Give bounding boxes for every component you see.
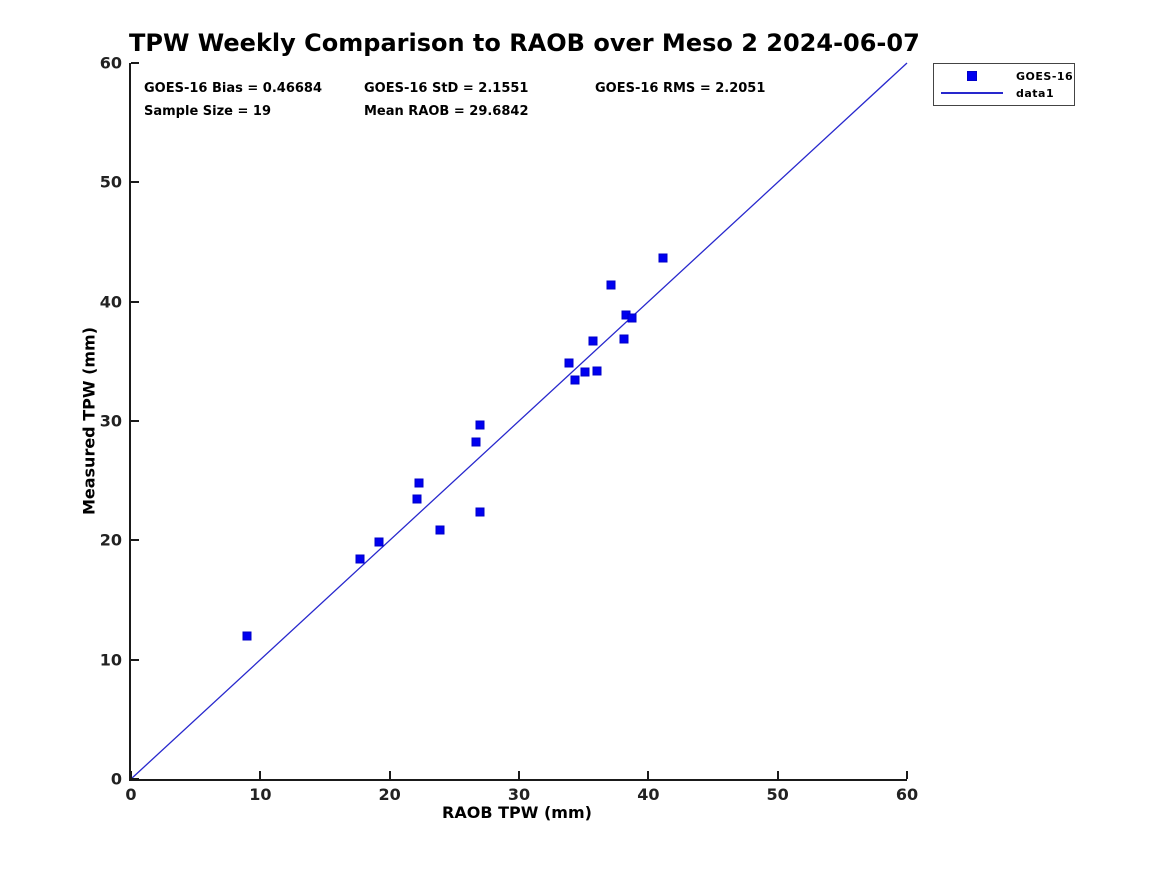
plot-area: GOES-16 Bias = 0.46684 GOES-16 StD = 2.1… <box>100 54 918 805</box>
y-tick <box>131 658 139 661</box>
legend-icon-area <box>940 69 1004 83</box>
line-icon <box>941 92 1003 94</box>
data-point-marker <box>606 280 616 290</box>
x-tick-label: 10 <box>249 785 272 804</box>
x-tick-label: 30 <box>507 785 531 804</box>
y-tick-label: 40 <box>99 292 122 312</box>
y-tick <box>131 181 139 184</box>
x-tick <box>776 771 779 779</box>
data-point-marker <box>471 437 481 447</box>
data-point-marker <box>374 537 384 547</box>
x-tick <box>518 771 520 779</box>
data-point-marker <box>355 554 365 564</box>
data-point-marker <box>570 375 580 385</box>
y-tick-label: 30 <box>99 411 122 431</box>
legend-icon-area <box>940 86 1004 100</box>
y-tick <box>131 300 139 303</box>
x-axis-label: RAOB TPW (mm) <box>442 803 592 822</box>
data-point-marker <box>658 253 668 262</box>
y-tick-label: 50 <box>99 172 122 192</box>
data-point-marker <box>627 313 637 323</box>
y-tick <box>131 62 139 64</box>
x-tick <box>130 771 132 779</box>
chart-title: TPW Weekly Comparison to RAOB over Meso … <box>129 29 920 57</box>
identity-line <box>130 62 908 780</box>
data-point-marker <box>475 420 485 430</box>
y-tick-label: 0 <box>110 769 122 789</box>
x-tick <box>647 771 650 779</box>
stat-rms: GOES-16 RMS = 2.2051 <box>595 81 766 96</box>
legend-entry-goes16: GOES-16 <box>940 69 1073 83</box>
y-tick-label: 20 <box>99 530 122 550</box>
legend-label-data1: data1 <box>1016 86 1055 100</box>
data-point-marker <box>588 336 598 346</box>
x-tick <box>906 771 908 779</box>
y-axis-label: Measured TPW (mm) <box>79 326 99 516</box>
data-point-marker <box>564 358 574 368</box>
data-point-marker <box>435 525 445 535</box>
data-point-marker <box>619 334 629 344</box>
data-point-marker <box>242 631 252 641</box>
x-tick-label: 0 <box>125 785 137 804</box>
y-tick-label: 10 <box>99 650 122 670</box>
data-point-marker <box>412 494 422 504</box>
stat-std: GOES-16 StD = 2.1551 <box>364 81 529 96</box>
data-point-marker <box>580 367 590 377</box>
x-tick-label: 60 <box>895 785 919 804</box>
x-tick <box>388 771 391 779</box>
stat-sample-size: Sample Size = 19 <box>144 104 272 119</box>
data-point-marker <box>592 366 602 376</box>
stat-mean-raob: Mean RAOB = 29.6842 <box>364 104 529 119</box>
y-tick <box>131 420 139 422</box>
stat-bias: GOES-16 Bias = 0.46684 <box>144 81 323 96</box>
legend-label-goes16: GOES-16 <box>1016 69 1074 83</box>
y-tick-label: 60 <box>99 53 122 73</box>
x-tick <box>259 771 262 779</box>
x-tick-label: 40 <box>637 785 660 804</box>
y-tick <box>131 539 139 542</box>
square-marker-icon <box>967 71 977 81</box>
data-point-marker <box>475 507 485 517</box>
legend: GOES-16 data1 <box>933 63 1075 106</box>
data-point-marker <box>414 478 424 488</box>
x-tick-label: 50 <box>766 785 789 804</box>
x-tick-label: 20 <box>378 785 401 804</box>
y-tick <box>131 778 139 780</box>
legend-entry-data1: data1 <box>940 86 1068 100</box>
